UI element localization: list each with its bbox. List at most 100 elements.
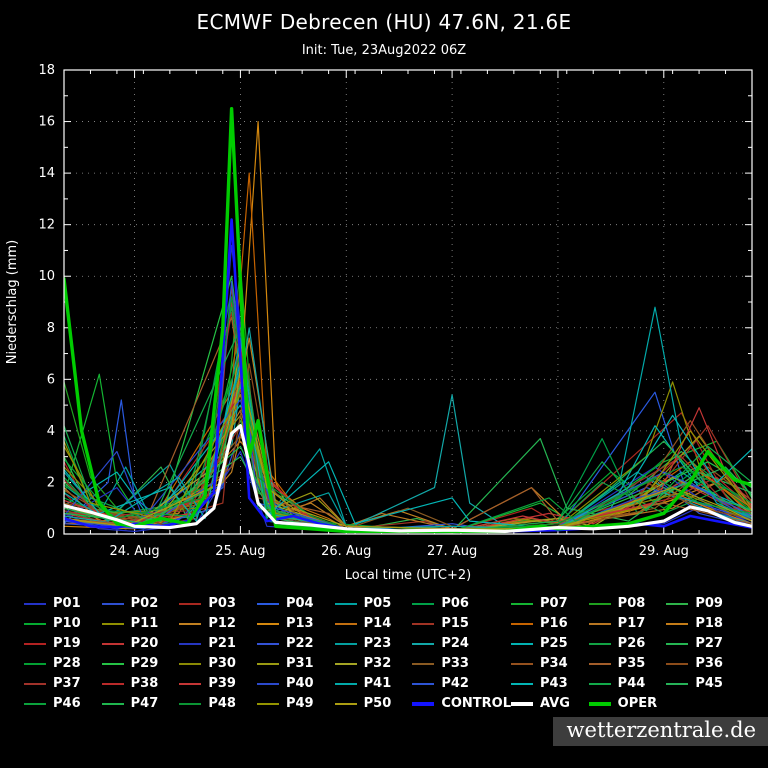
legend-label: P13	[285, 616, 314, 631]
legend-swatch-p24	[412, 642, 435, 645]
series-p16	[64, 172, 752, 532]
legend-item-p16: P16	[511, 614, 589, 633]
legend-item-p12: P12	[179, 614, 257, 633]
legend-label: OPER	[617, 696, 658, 711]
legend-label: P33	[441, 656, 469, 671]
legend-label: P42	[441, 676, 469, 691]
legend-item-p28: P28	[24, 654, 102, 673]
legend-swatch-p26	[588, 642, 611, 645]
x-tick-label: 25. Aug	[215, 544, 265, 559]
legend: P01 P02 P03 P04 P05 P06 P07 P08 P09 P10 P11 P12 P13 P…	[0, 588, 768, 713]
legend-item-p15: P15	[412, 614, 511, 633]
legend-label: P21	[208, 636, 236, 651]
chart-title: ECMWF Debrecen (HU) 47.6N, 21.6E	[196, 10, 572, 34]
page: ECMWF Debrecen (HU) 47.6N, 21.6E Init: T…	[0, 10, 768, 746]
legend-swatch-p40	[256, 682, 279, 685]
legend-item-p18: P18	[666, 614, 744, 633]
legend-item-p47: P47	[101, 694, 180, 713]
legend-label: P22	[285, 636, 314, 651]
y-tick-label: 18	[38, 63, 55, 78]
legend-label: P30	[208, 656, 236, 671]
legend-label: P14	[363, 616, 392, 631]
series-p42	[64, 280, 752, 532]
legend-item-p22: P22	[256, 634, 335, 653]
legend-label: P07	[540, 596, 568, 611]
legend-item-p42: P42	[412, 674, 511, 693]
series-p43	[64, 363, 752, 530]
legend-swatch-p34	[511, 662, 533, 665]
legend-item-p03: P03	[179, 594, 257, 613]
legend-item-p11: P11	[101, 614, 180, 633]
legend-label: P03	[208, 596, 236, 611]
legend-item-avg: AVG	[511, 694, 589, 713]
legend-item-p44: P44	[588, 674, 667, 693]
legend-label: P46	[53, 696, 81, 711]
legend-item-p48: P48	[179, 694, 257, 713]
legend-item-p04: P04	[256, 594, 335, 613]
legend-item-p43: P43	[511, 674, 589, 693]
legend-item-p46: P46	[24, 694, 102, 713]
legend-item-p31: P31	[256, 654, 335, 673]
legend-label: P12	[208, 616, 236, 631]
legend-label: P02	[130, 596, 159, 611]
legend-label: P28	[53, 656, 81, 671]
legend-label: P20	[130, 636, 159, 651]
legend-item-p30: P30	[179, 654, 257, 673]
legend-item-oper: OPER	[588, 694, 667, 713]
legend-label: P24	[441, 636, 469, 651]
legend-item-p24: P24	[412, 634, 511, 653]
legend-swatch-p08	[588, 602, 611, 605]
legend-item-p08: P08	[588, 594, 667, 613]
legend-swatch-p05	[334, 602, 357, 605]
legend-item-p14: P14	[334, 614, 413, 633]
legend-label: P16	[540, 616, 568, 631]
legend-label: P29	[130, 656, 159, 671]
legend-item-p13: P13	[256, 614, 335, 633]
legend-swatch-p28	[24, 662, 46, 665]
legend-swatch-avg	[511, 701, 533, 706]
legend-item-p49: P49	[256, 694, 335, 713]
x-tick-label: 27. Aug	[427, 544, 477, 559]
legend-item-p50: P50	[334, 694, 413, 713]
legend-label: CONTROL	[441, 696, 511, 711]
legend-swatch-p50	[334, 702, 357, 705]
legend-label: P41	[363, 676, 392, 691]
legend-swatch-p19	[24, 642, 46, 645]
legend-swatch-p33	[412, 662, 435, 665]
legend-label: P44	[617, 676, 646, 691]
legend-item-p10: P10	[24, 614, 102, 633]
y-tick-label: 2	[47, 475, 55, 490]
legend-swatch-p06	[412, 602, 435, 605]
legend-swatch-p20	[101, 642, 124, 645]
legend-swatch-p27	[666, 642, 689, 645]
legend-item-p35: P35	[588, 654, 667, 673]
legend-swatch-p36	[666, 662, 689, 665]
legend-item-p32: P32	[334, 654, 413, 673]
series-p29	[64, 275, 752, 532]
legend-label: AVG	[540, 696, 570, 711]
legend-label: P38	[130, 676, 159, 691]
legend-item-p26: P26	[588, 634, 667, 653]
legend-label: P31	[285, 656, 314, 671]
legend-swatch-p14	[334, 622, 357, 625]
y-tick-label: 6	[47, 372, 55, 387]
legend-swatch-p41	[334, 682, 357, 685]
watermark-row: wetterzentrale.de	[0, 717, 768, 746]
legend-item-p27: P27	[666, 634, 744, 653]
legend-swatch-p46	[24, 702, 46, 705]
legend-swatch-p31	[256, 662, 279, 665]
watermark: wetterzentrale.de	[552, 717, 768, 746]
legend-label: P08	[617, 596, 646, 611]
legend-swatch-p10	[24, 622, 46, 625]
legend-label: P27	[695, 636, 723, 651]
legend-label: P45	[695, 676, 723, 691]
legend-swatch-p39	[179, 682, 202, 685]
legend-swatch-p16	[511, 622, 533, 625]
legend-swatch-p15	[412, 622, 435, 625]
y-tick-label: 8	[47, 321, 55, 336]
legend-label: P11	[130, 616, 159, 631]
legend-swatch-p45	[666, 682, 689, 685]
legend-swatch-p37	[24, 682, 46, 685]
legend-label: P48	[208, 696, 236, 711]
legend-swatch-p23	[334, 642, 357, 645]
